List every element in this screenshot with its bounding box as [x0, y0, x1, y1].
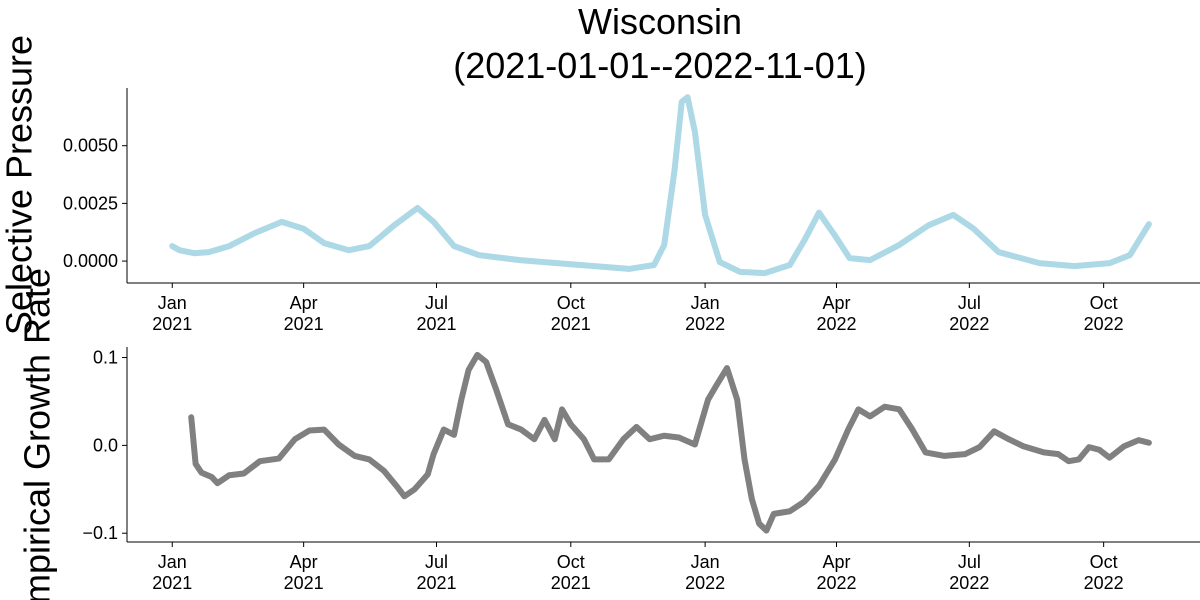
- x-tick-label: Jul 2022: [949, 552, 990, 593]
- data-line: [188, 351, 1152, 534]
- y-tick-label: 0.0050: [63, 136, 118, 156]
- x-tick-label: Jan 2021: [152, 552, 193, 593]
- x-tick-label: Apr 2021: [283, 552, 324, 593]
- chart-title: Wisconsin (2021-01-01--2022-11-01): [453, 1, 867, 86]
- x-tick-label: Jan 2022: [685, 552, 726, 593]
- x-tick-label: Oct 2021: [550, 552, 591, 593]
- x-tick-label: Apr 2021: [283, 293, 324, 334]
- y-tick-label: 0.0000: [63, 251, 118, 271]
- y-axis-label: Selective Pressure: [0, 35, 40, 335]
- y-tick-label: 0.1: [93, 348, 118, 368]
- x-tick-label: Oct 2022: [1083, 552, 1124, 593]
- x-tick-label: Apr 2022: [816, 293, 857, 334]
- y-axis-label: Empirical Growth Rate: [17, 268, 58, 600]
- y-tick-label: 0.0025: [63, 193, 118, 213]
- y-tick-label: −0.1: [82, 523, 118, 543]
- x-tick-label: Apr 2022: [816, 552, 857, 593]
- x-tick-label: Jul 2021: [416, 293, 457, 334]
- x-tick-label: Jan 2022: [685, 293, 726, 334]
- x-tick-label: Oct 2022: [1083, 293, 1124, 334]
- x-tick-label: Oct 2021: [550, 293, 591, 334]
- x-tick-label: Jul 2021: [416, 552, 457, 593]
- y-tick-label: 0.0: [93, 435, 118, 455]
- x-tick-label: Jan 2021: [152, 293, 193, 334]
- x-tick-label: Jul 2022: [949, 293, 990, 334]
- data-line: [169, 94, 1152, 277]
